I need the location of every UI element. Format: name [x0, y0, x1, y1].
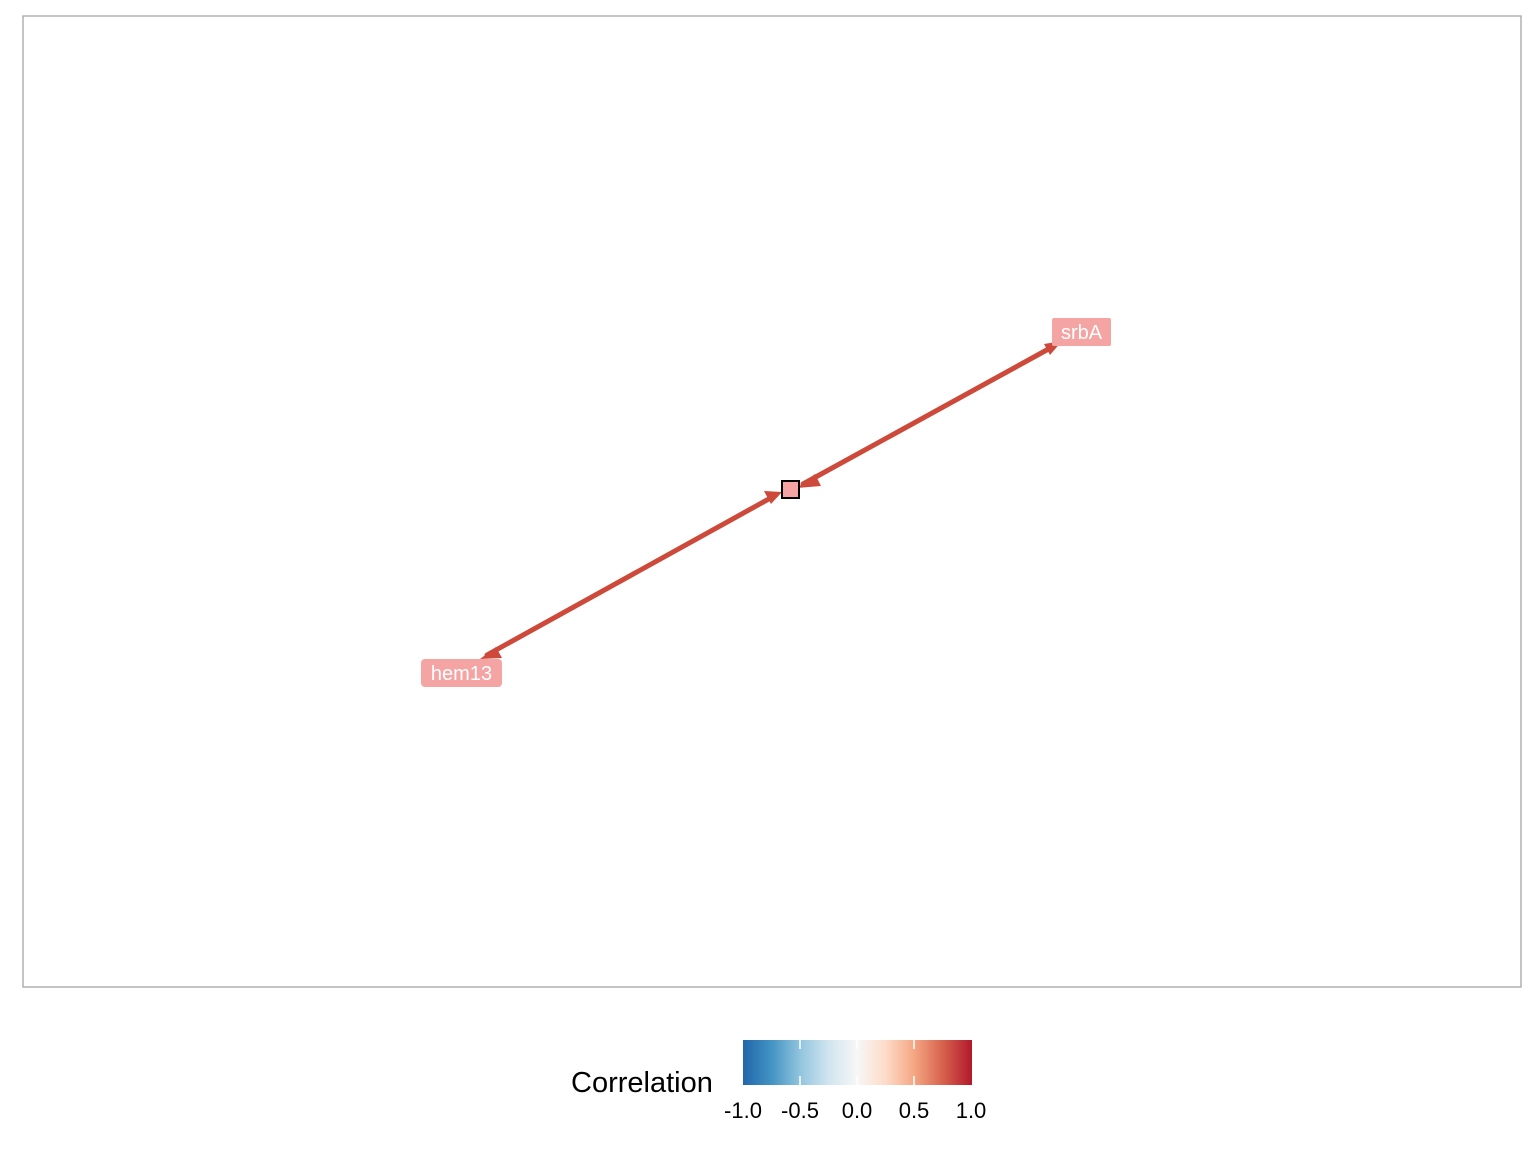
legend-tick-label: 0.0 [842, 1098, 873, 1123]
arrowhead-icon [764, 491, 782, 504]
legend-tick-label: -1.0 [724, 1098, 762, 1123]
legend-tick-label: -0.5 [781, 1098, 819, 1123]
arrowhead-icon [797, 474, 821, 488]
legend: Correlation -1.0 -0.5 0.0 0.5 1.0 [571, 1040, 986, 1123]
hub-node [781, 480, 800, 499]
edge-hem13-hub [480, 491, 782, 659]
node-label-box [421, 659, 502, 687]
node-label-box [1052, 318, 1111, 346]
node-hem13: hem13 [421, 659, 502, 687]
node-srbA: srbA [1052, 318, 1111, 346]
legend-ticks [799, 1040, 915, 1085]
legend-title: Correlation [571, 1067, 713, 1099]
legend-tick-label: 0.5 [899, 1098, 930, 1123]
arrowhead-icon [480, 647, 502, 659]
edge-line [484, 492, 779, 658]
node-label: srbA [1061, 322, 1103, 344]
legend-tick-label: 1.0 [956, 1098, 987, 1123]
edge-line [800, 343, 1057, 487]
node-label: hem13 [431, 663, 492, 685]
